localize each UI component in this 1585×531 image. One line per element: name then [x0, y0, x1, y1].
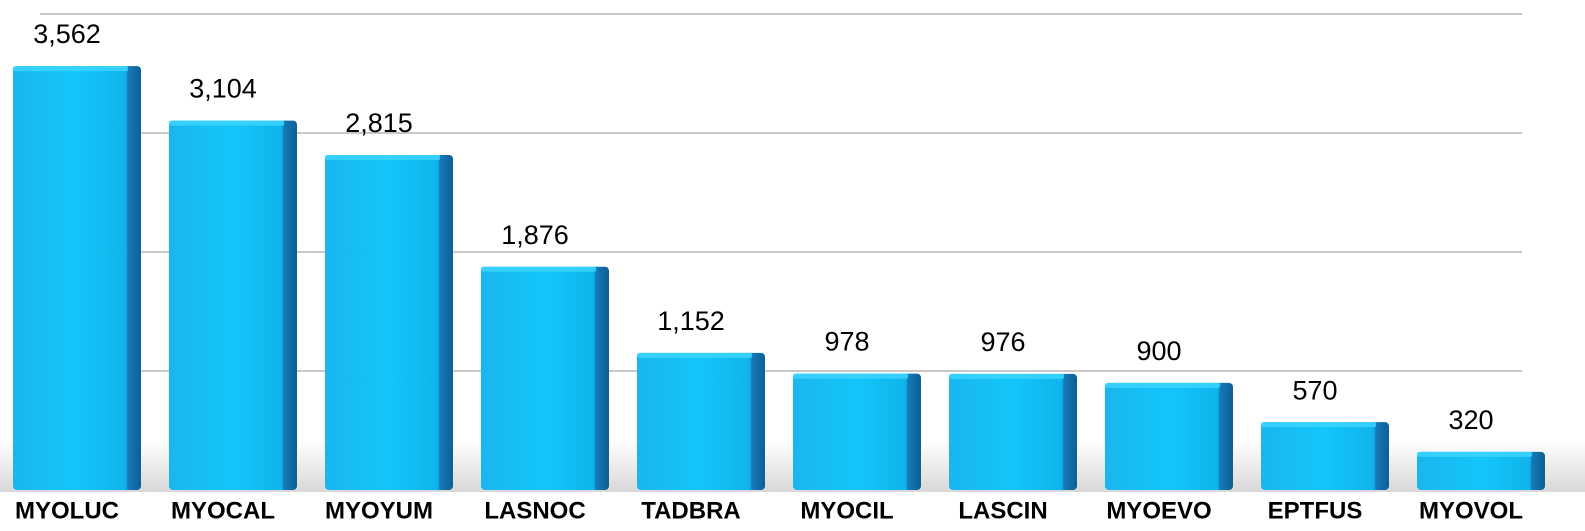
bar [793, 373, 921, 490]
x-tick-label: MYOVOL [1419, 497, 1523, 524]
x-tick-label: MYOEVO [1106, 497, 1211, 524]
bar-top [1417, 451, 1533, 457]
bar-top [793, 373, 909, 379]
x-tick-label: LASCIN [958, 497, 1047, 524]
value-label: 1,152 [657, 306, 725, 336]
value-label: 3,562 [33, 19, 101, 49]
value-label: 570 [1292, 375, 1337, 405]
x-tick-label: TADBRA [641, 497, 741, 524]
x-tick-label: MYOCIL [800, 497, 893, 524]
x-tick-label: LASNOC [484, 497, 585, 524]
x-tick-label: EPTFUS [1268, 497, 1363, 524]
bar-top [1261, 422, 1377, 428]
bar [1261, 422, 1389, 490]
bar [481, 266, 609, 490]
bar [169, 120, 297, 491]
bar-top [169, 120, 285, 126]
bar-top [325, 155, 441, 161]
bar [949, 373, 1077, 490]
bar [325, 155, 453, 490]
bar-top [949, 373, 1065, 379]
bar [1105, 382, 1233, 490]
x-tick-label: MYOCAL [171, 497, 275, 524]
x-tick-label: MYOYUM [325, 497, 433, 524]
value-label: 978 [824, 327, 869, 357]
x-tick-label: MYOLUC [15, 497, 119, 524]
value-label: 1,876 [501, 220, 569, 250]
value-label: 2,815 [345, 108, 413, 138]
bar [637, 352, 765, 490]
bar [13, 66, 141, 490]
bar-top [1105, 382, 1221, 388]
bar-top [481, 266, 597, 272]
value-label: 320 [1448, 405, 1493, 435]
bar-top [13, 66, 129, 72]
value-label: 3,104 [189, 74, 257, 104]
bar [1417, 451, 1545, 490]
value-label: 900 [1136, 336, 1181, 366]
value-label: 976 [980, 327, 1025, 357]
bar-top [637, 352, 753, 358]
